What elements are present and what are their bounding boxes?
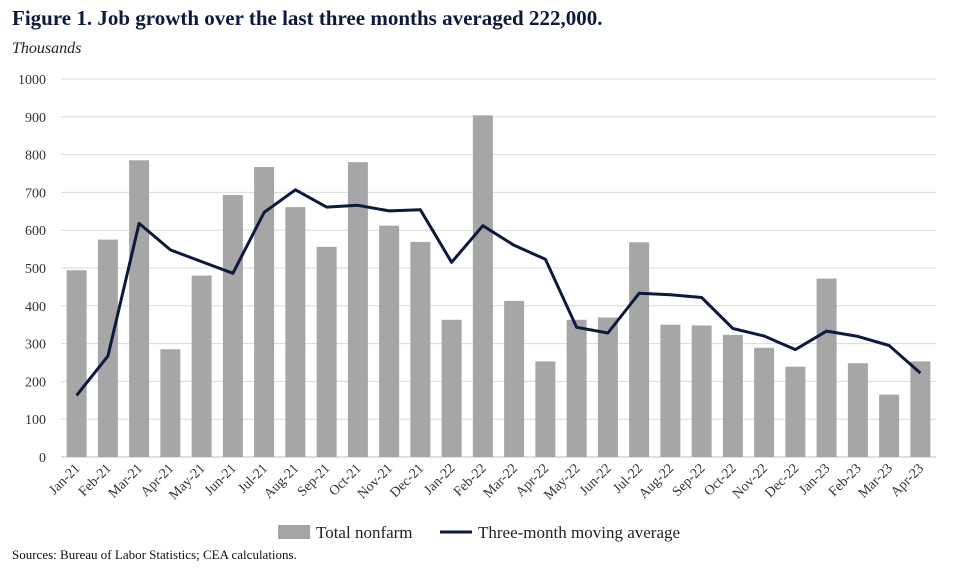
bar: [691, 325, 712, 457]
bar: [160, 349, 181, 457]
y-axis-unit-label: Thousands: [12, 40, 82, 57]
x-axis-ticks: Jan-21Feb-21Mar-21Apr-21May-21Jun-21Jul-…: [46, 461, 927, 503]
legend-swatch-total-nonfarm: [278, 525, 310, 539]
y-tick-label: 900: [25, 111, 46, 126]
bar: [285, 207, 306, 457]
x-tick-label: Jan-21: [46, 461, 83, 498]
bar: [722, 334, 743, 457]
bar: [472, 115, 493, 458]
x-tick-label: Aug-22: [636, 461, 677, 502]
x-tick-label: Dec-21: [387, 461, 427, 501]
x-tick-label: Jan-22: [421, 461, 458, 498]
bar: [816, 278, 837, 457]
legend-label-total-nonfarm: Total nonfarm: [316, 523, 413, 542]
x-tick-label: Nov-21: [355, 461, 396, 502]
bar: [379, 225, 400, 457]
y-tick-label: 200: [25, 375, 46, 390]
source-note: Sources: Bureau of Labor Statistics; CEA…: [12, 547, 297, 562]
bar: [504, 300, 525, 457]
bar: [535, 361, 556, 457]
bar: [316, 246, 337, 457]
y-tick-label: 600: [25, 224, 46, 239]
y-tick-label: 1000: [18, 73, 46, 88]
bar: [410, 241, 431, 457]
bar: [910, 361, 931, 457]
moving-average-line: [75, 188, 922, 397]
bar: [441, 319, 462, 457]
y-tick-label: 300: [25, 338, 46, 353]
line-moving-average: [75, 188, 922, 397]
bar: [347, 162, 368, 457]
y-tick-label: 700: [25, 186, 46, 201]
bar: [754, 347, 775, 457]
x-tick-label: Apr-23: [888, 461, 927, 500]
y-tick-label: 0: [39, 451, 46, 466]
bar: [785, 366, 806, 457]
y-tick-label: 400: [25, 300, 46, 315]
x-tick-label: Sep-21: [295, 461, 334, 500]
x-tick-label: Jun-22: [577, 461, 615, 499]
x-tick-label: Mar-23: [856, 461, 896, 501]
bar: [191, 275, 212, 457]
x-tick-label: Mar-21: [106, 461, 146, 501]
bar: [254, 167, 275, 457]
bar: [66, 270, 87, 457]
legend-label-moving-average: Three-month moving average: [478, 523, 680, 542]
y-tick-label: 500: [25, 262, 46, 277]
legend: Total nonfarm Three-month moving average: [278, 523, 680, 542]
bars-total-nonfarm: [66, 115, 931, 458]
x-tick-label: Aug-21: [261, 461, 302, 502]
y-tick-label: 100: [25, 413, 46, 428]
y-axis-ticks: 0 100 200 300 400 500 600 700 800 900 1000: [18, 73, 46, 466]
bar: [629, 242, 650, 457]
bar: [597, 317, 618, 457]
bar: [129, 160, 150, 457]
chart-title: Figure 1. Job growth over the last three…: [12, 6, 603, 30]
bar: [566, 319, 587, 457]
x-tick-label: Jun-21: [202, 461, 240, 499]
x-tick-label: Sep-22: [670, 461, 709, 500]
x-tick-label: Jan-23: [796, 461, 833, 498]
bar: [222, 195, 243, 457]
y-tick-label: 800: [25, 149, 46, 164]
bar: [847, 363, 868, 457]
bar: [879, 394, 900, 457]
x-tick-label: Mar-22: [481, 461, 521, 501]
x-tick-label: Dec-22: [762, 461, 802, 501]
x-tick-label: Nov-22: [730, 461, 771, 502]
bar: [97, 239, 118, 457]
bar: [660, 324, 681, 457]
